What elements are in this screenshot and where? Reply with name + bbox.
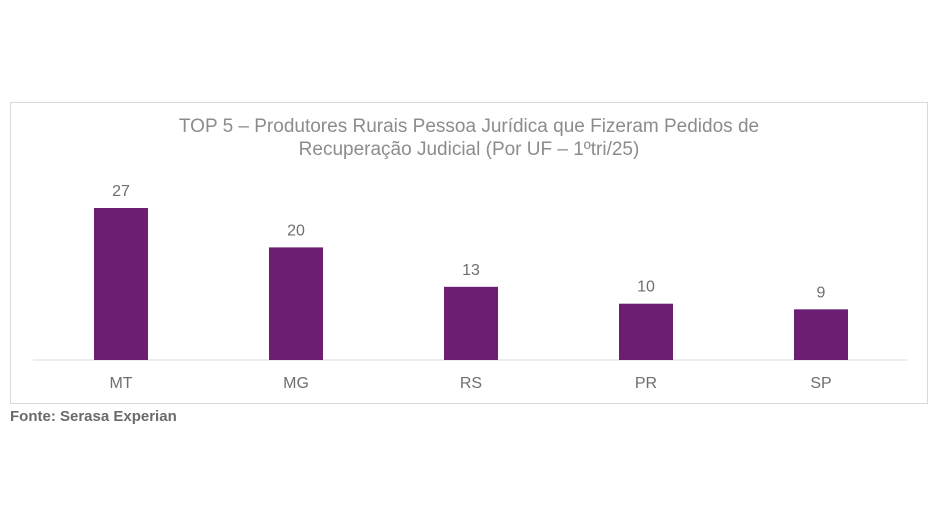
chart-frame: TOP 5 – Produtores Rurais Pessoa Jurídic… [10,102,928,404]
x-tick-label-mt: MT [109,375,132,392]
chart-title-line-1: TOP 5 – Produtores Rurais Pessoa Jurídic… [178,116,760,137]
bar-mt [94,208,148,360]
bar-chart-plot: 27 MT 20 MG 13 RS 10 PR 9 SP [33,183,907,392]
bar-rs [444,286,498,360]
bar-pr [619,303,673,360]
data-label-rs: 13 [462,262,480,279]
bar-mg [269,247,323,360]
x-tick-label-sp: SP [810,375,831,392]
bar-sp [794,309,848,360]
data-label-pr: 10 [637,279,655,296]
chart-title-line-2: Recuperação Judicial (Por UF – 1ºtri/25) [298,139,640,160]
x-tick-label-rs: RS [460,375,482,392]
chart-title: TOP 5 – Produtores Rurais Pessoa Jurídic… [71,115,867,161]
data-label-sp: 9 [817,284,826,301]
data-label-mt: 27 [112,183,130,200]
x-tick-label-pr: PR [635,375,657,392]
source-note: Fonte: Serasa Experian [10,408,177,425]
x-tick-label-mg: MG [283,375,309,392]
data-label-mg: 20 [287,222,305,239]
